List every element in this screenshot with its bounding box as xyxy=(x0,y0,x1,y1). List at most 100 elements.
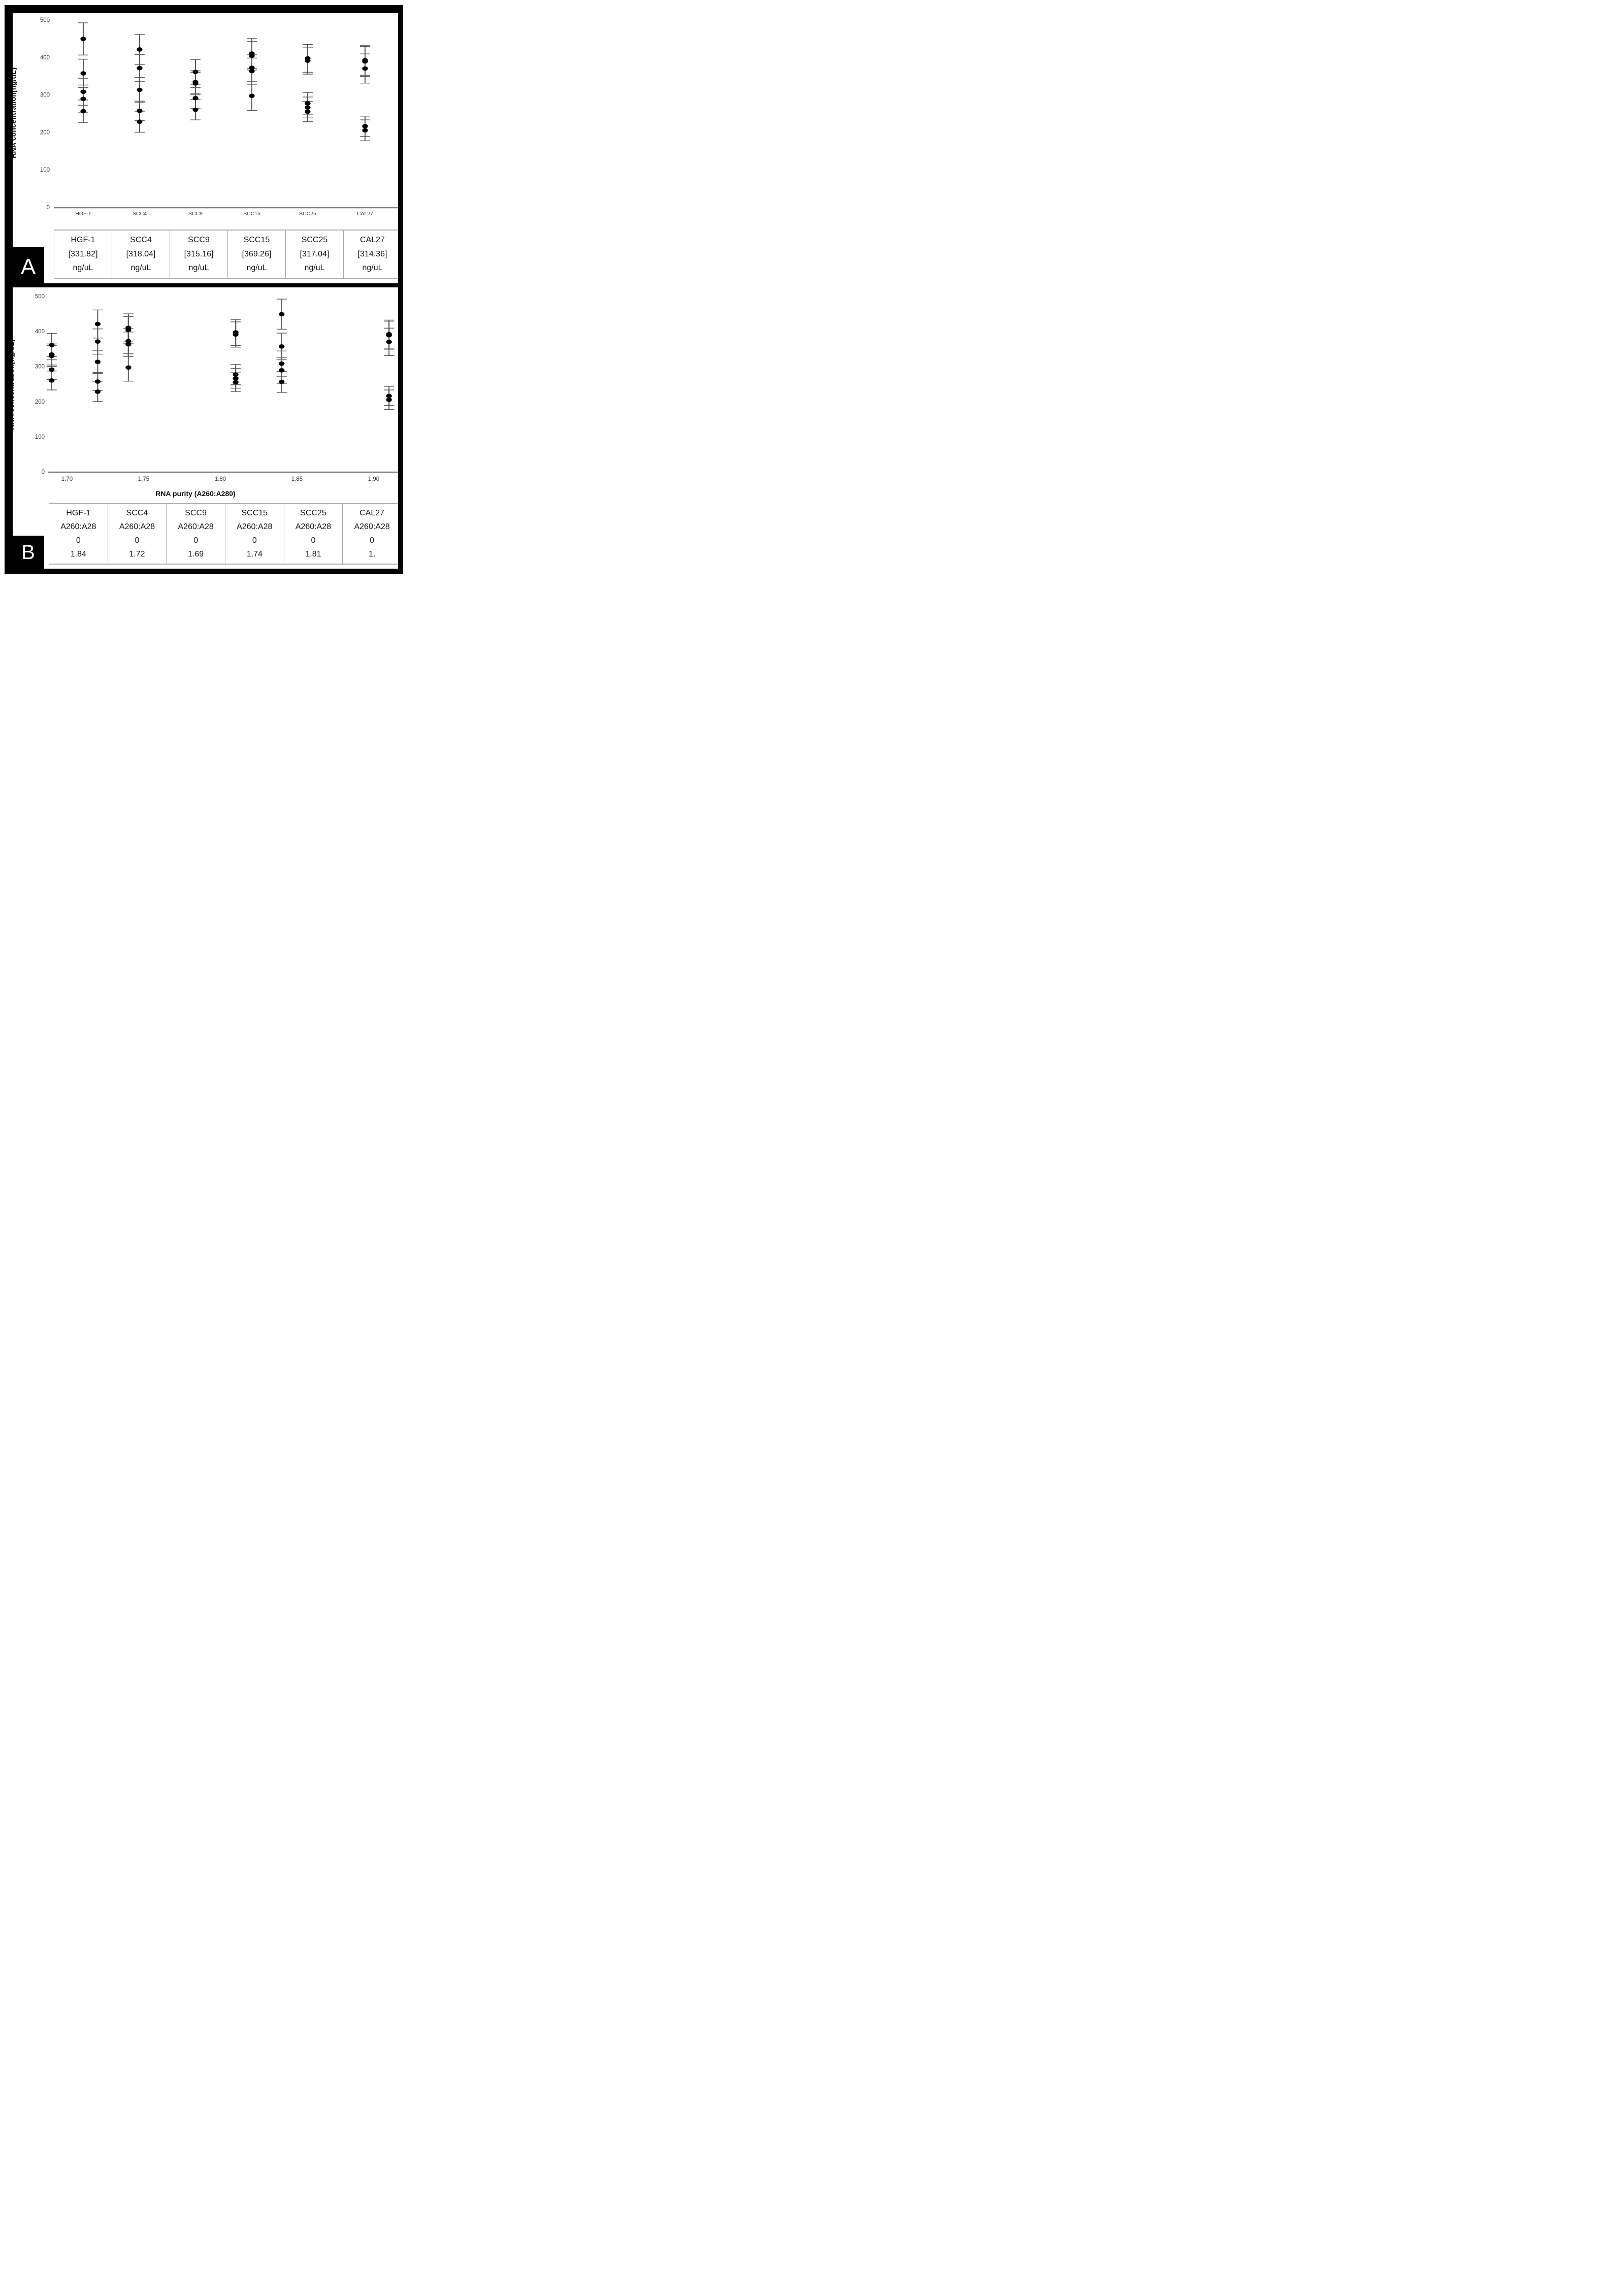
table-cell-line-name: SCC15 xyxy=(243,236,270,245)
x-tick-label-panel-b: 1.80 xyxy=(215,476,226,482)
data-point xyxy=(94,321,101,326)
table-cell-line-mean: [315.16] xyxy=(184,249,214,258)
y-axis-label-panel-a: RNA concentration[ng/uL} xyxy=(9,67,17,158)
table-cell-line-mean: [318.04] xyxy=(126,249,156,258)
data-point xyxy=(233,372,239,377)
data-point xyxy=(362,59,368,64)
data-point xyxy=(49,367,55,372)
table-cell-line-purity: 1. xyxy=(368,550,376,559)
x-tick-label-panel-b: 1.85 xyxy=(291,476,303,482)
data-point xyxy=(279,368,285,373)
table-cell-scc9: SCC9 [315.16] ng/uL xyxy=(170,231,228,278)
x-tick-label-panel-b: 1.75 xyxy=(138,476,149,482)
table-cell-line-ratio2: 0 xyxy=(135,536,140,545)
data-point xyxy=(279,379,285,384)
table-cell-cal27: CAL27 A260:A28 0 1. xyxy=(343,504,402,564)
table-cell-scc25: SCC25 A260:A28 0 1.81 xyxy=(284,504,343,564)
data-point xyxy=(249,53,255,58)
table-cell-line-ratio1: A260:A28 xyxy=(178,522,214,532)
data-point xyxy=(192,95,199,101)
y-tick-label-panel-b: 200 xyxy=(35,399,45,405)
data-point xyxy=(362,66,368,71)
table-cell-line-ratio2: 0 xyxy=(311,536,316,545)
data-point xyxy=(49,378,55,383)
data-point xyxy=(125,365,131,370)
data-point xyxy=(305,58,311,63)
data-point xyxy=(137,109,143,113)
table-cell-line-name: CAL27 xyxy=(359,509,385,518)
data-point xyxy=(80,71,86,76)
scatter-charts-canvas: 0 100 200 300 400 500 HGF-1 SCC4 SCC9 SCC15 SCC25 C… xyxy=(35,17,398,482)
table-cell-scc15: SCC15 [369.26] ng/uL xyxy=(228,231,286,278)
data-point xyxy=(362,124,368,128)
data-point xyxy=(94,359,101,365)
y-tick-label-panel-b: 0 xyxy=(42,469,45,475)
x-tick-label-panel-b: 1.90 xyxy=(368,476,379,482)
x-category-label-panel-a: SCC4 xyxy=(133,211,147,217)
y-tick-label-panel-a: 0 xyxy=(47,205,50,211)
table-cell-line-ratio2: 0 xyxy=(370,536,375,545)
data-point xyxy=(94,339,101,344)
data-point xyxy=(125,342,131,347)
table-cell-line-name: SCC25 xyxy=(301,236,328,245)
data-point xyxy=(94,379,101,384)
x-category-label-panel-a: SCC25 xyxy=(299,211,316,217)
data-point xyxy=(125,339,131,344)
data-point xyxy=(305,101,311,106)
data-point xyxy=(386,398,392,402)
table-cell-line-name: SCC9 xyxy=(185,509,207,518)
table-cell-line-purity: 1.69 xyxy=(188,550,204,559)
data-point xyxy=(137,65,143,71)
data-point xyxy=(49,353,55,358)
data-point xyxy=(249,93,255,99)
table-cell-line-ratio1: A260:A28 xyxy=(354,522,390,532)
data-point xyxy=(279,312,285,317)
table-cell-line-name: SCC4 xyxy=(126,509,148,518)
data-point xyxy=(192,107,199,112)
data-point xyxy=(249,69,255,74)
summary-table-panel-b: HGF-1 A260:A28 0 1.84 SCC4 A260:A28 0 1.72 SCC9 A… xyxy=(49,503,402,565)
data-point xyxy=(80,89,86,94)
table-cell-line-name: SCC25 xyxy=(300,509,326,518)
x-category-label-panel-a: HGF-1 xyxy=(75,211,91,217)
table-cell-line-purity: 1.72 xyxy=(129,550,145,559)
data-point xyxy=(192,81,199,86)
x-category-label-panel-a: CAL27 xyxy=(357,211,373,217)
data-point xyxy=(137,87,143,92)
table-cell-line-ratio1: A260:A28 xyxy=(60,522,96,532)
y-tick-label-panel-b: 300 xyxy=(35,364,45,370)
y-tick-label-panel-a: 300 xyxy=(40,92,50,99)
data-point xyxy=(137,47,143,52)
y-tick-label-panel-b: 100 xyxy=(35,434,45,440)
data-point xyxy=(305,109,311,114)
summary-table-panel-a: HGF-1 [331.82] ng/uL SCC4 [318.04] ng/uL SCC9 [… xyxy=(54,229,402,279)
panel-divider-bar xyxy=(13,283,398,287)
figure-page: 0 100 200 300 400 500 HGF-1 SCC4 SCC9 SCC15 SCC25 C… xyxy=(0,0,403,574)
x-category-label-panel-a: SCC15 xyxy=(243,211,260,217)
table-cell-line-ratio2: 0 xyxy=(76,536,81,545)
table-cell-line-unit: ng/uL xyxy=(362,264,383,273)
table-cell-line-purity: 1.74 xyxy=(246,550,262,559)
data-point xyxy=(305,105,311,110)
table-cell-line-unit: ng/uL xyxy=(304,264,325,273)
data-point xyxy=(80,37,86,41)
table-cell-line-ratio2: 0 xyxy=(252,536,257,545)
table-cell-line-unit: ng/uL xyxy=(188,264,209,273)
table-cell-line-unit: ng/uL xyxy=(246,264,267,273)
table-cell-cal27: CAL27 [314.36] ng/uL xyxy=(344,231,402,278)
x-tick-label-panel-b: 1.70 xyxy=(61,476,73,482)
table-cell-line-purity: 1.84 xyxy=(70,550,86,559)
data-point xyxy=(386,340,392,344)
data-point xyxy=(362,128,368,133)
table-cell-line-unit: ng/uL xyxy=(130,264,151,273)
table-cell-line-ratio2: 0 xyxy=(193,536,199,545)
data-point xyxy=(249,65,255,70)
table-cell-scc15: SCC15 A260:A28 0 1.74 xyxy=(225,504,284,564)
data-point xyxy=(137,119,143,124)
table-cell-line-ratio1: A260:A28 xyxy=(237,522,273,532)
data-point xyxy=(279,344,285,349)
data-point xyxy=(94,389,101,394)
x-axis-label-panel-b: RNA purity (A260:A280) xyxy=(155,489,236,498)
table-cell-line-name: HGF-1 xyxy=(71,236,95,245)
data-point xyxy=(279,361,285,366)
